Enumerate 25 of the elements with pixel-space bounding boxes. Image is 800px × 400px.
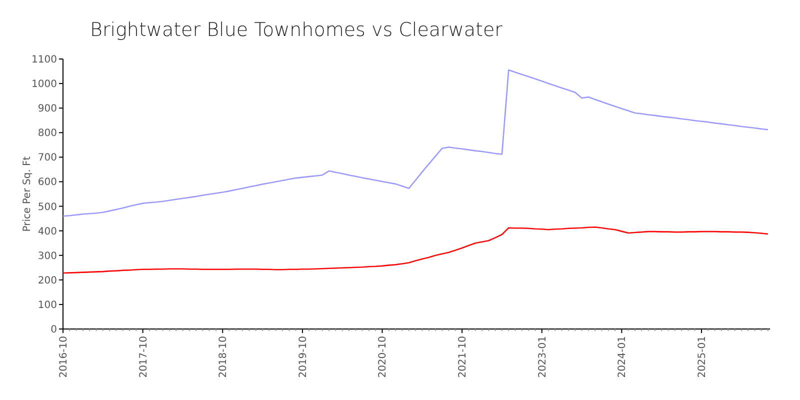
line-series [62, 226, 769, 274]
x-tick-label: 2021-10 [458, 336, 469, 378]
line-series [62, 69, 769, 217]
y-tick-label: 400 [38, 226, 57, 238]
y-tick-label: 100 [38, 300, 57, 311]
x-tick-label: 2025-01 [696, 336, 708, 378]
y-tick-label: 300 [38, 250, 57, 262]
y-axis-title: Price Per Sq. Ft [22, 156, 33, 232]
y-tick-label: 1000 [32, 79, 57, 90]
y-tick-label: 800 [38, 128, 57, 140]
y-tick-label: 700 [38, 152, 57, 164]
x-tick-label: 2024-01 [617, 336, 628, 378]
x-tick-label: 2018-10 [218, 336, 230, 378]
x-tick-label: 2016-10 [58, 336, 70, 378]
y-tick-label: 500 [38, 202, 57, 213]
y-tick-label: 600 [38, 177, 57, 188]
x-tick-label: 2020-10 [378, 336, 389, 378]
x-tick-label: 2023-01 [537, 336, 548, 378]
chart-title: Brightwater Blue Townhomes vs Clearwater [90, 19, 503, 41]
y-tick-label: 200 [38, 275, 57, 286]
y-tick-label: 0 [50, 324, 57, 336]
y-tick-label: 900 [38, 104, 57, 115]
x-tick-label: 2019-10 [298, 336, 309, 378]
y-tick-label: 1100 [32, 54, 57, 66]
x-tick-label: 2017-10 [138, 336, 150, 378]
